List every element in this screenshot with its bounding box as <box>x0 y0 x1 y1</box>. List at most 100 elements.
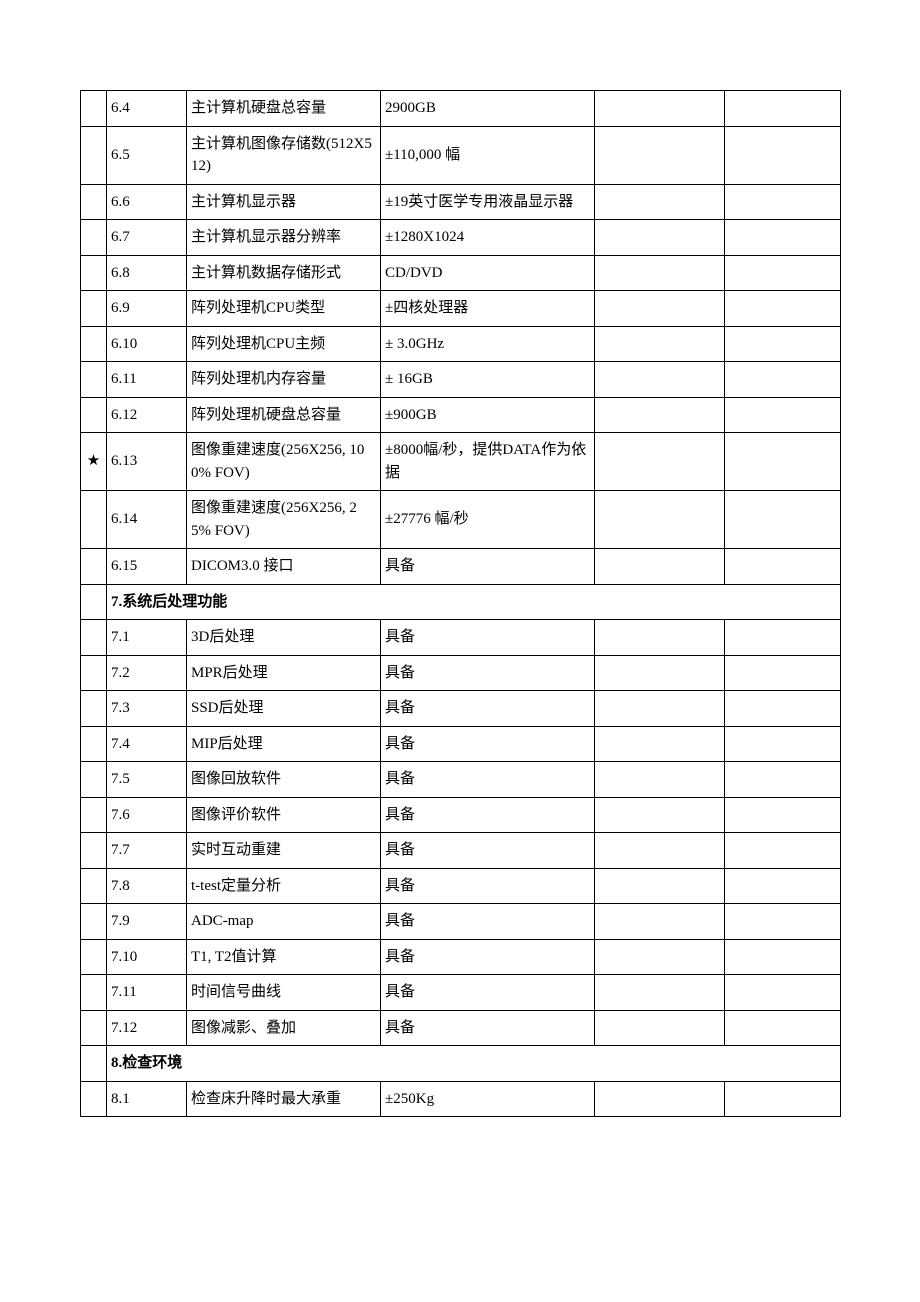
name-cell: 3D后处理 <box>187 620 381 656</box>
col5-cell <box>595 126 725 184</box>
num-cell: 8.1 <box>107 1081 187 1117</box>
star-cell <box>81 1010 107 1046</box>
table-row: 7.13D后处理具备 <box>81 620 841 656</box>
col6-cell <box>725 291 841 327</box>
col6-cell <box>725 549 841 585</box>
col6-cell <box>725 1081 841 1117</box>
col6-cell <box>725 797 841 833</box>
table-row: 7.11时间信号曲线具备 <box>81 975 841 1011</box>
col6-cell <box>725 91 841 127</box>
col5-cell <box>595 255 725 291</box>
num-cell: 6.9 <box>107 291 187 327</box>
table-row: 8.检查环境 <box>81 1046 841 1082</box>
name-cell: 阵列处理机CPU主频 <box>187 326 381 362</box>
star-cell <box>81 255 107 291</box>
name-cell: 图像评价软件 <box>187 797 381 833</box>
col6-cell <box>725 362 841 398</box>
num-cell: 7.3 <box>107 691 187 727</box>
col5-cell <box>595 939 725 975</box>
num-cell: 6.5 <box>107 126 187 184</box>
spec-cell: 2900GB <box>381 91 595 127</box>
name-cell: 阵列处理机内存容量 <box>187 362 381 398</box>
num-cell: 7.6 <box>107 797 187 833</box>
table-row: 6.5主计算机图像存储数(512X512)±110,000 幅 <box>81 126 841 184</box>
num-cell: 6.4 <box>107 91 187 127</box>
star-cell <box>81 868 107 904</box>
name-cell: T1, T2值计算 <box>187 939 381 975</box>
table-row: 7.10T1, T2值计算具备 <box>81 939 841 975</box>
name-cell: 时间信号曲线 <box>187 975 381 1011</box>
col5-cell <box>595 975 725 1011</box>
table-row: ★6.13图像重建速度(256X256, 100% FOV)±8000幅/秒，提… <box>81 433 841 491</box>
col6-cell <box>725 491 841 549</box>
name-cell: MIP后处理 <box>187 726 381 762</box>
num-cell: 7.4 <box>107 726 187 762</box>
star-cell <box>81 220 107 256</box>
star-cell <box>81 362 107 398</box>
spec-cell: 具备 <box>381 620 595 656</box>
table-row: 7.12图像减影、叠加具备 <box>81 1010 841 1046</box>
col6-cell <box>725 184 841 220</box>
col5-cell <box>595 797 725 833</box>
spec-cell: 具备 <box>381 726 595 762</box>
spec-cell: 具备 <box>381 691 595 727</box>
col6-cell <box>725 655 841 691</box>
name-cell: t-test定量分析 <box>187 868 381 904</box>
col5-cell <box>595 326 725 362</box>
col5-cell <box>595 362 725 398</box>
col6-cell <box>725 691 841 727</box>
name-cell: 检查床升降时最大承重 <box>187 1081 381 1117</box>
table-row: 6.9阵列处理机CPU类型±四核处理器 <box>81 291 841 327</box>
col5-cell <box>595 1081 725 1117</box>
col5-cell <box>595 491 725 549</box>
star-cell <box>81 762 107 798</box>
num-cell: 6.10 <box>107 326 187 362</box>
star-cell <box>81 975 107 1011</box>
num-cell: 7.11 <box>107 975 187 1011</box>
table-row: 7.6图像评价软件具备 <box>81 797 841 833</box>
star-cell <box>81 833 107 869</box>
table-row: 7.9ADC-map具备 <box>81 904 841 940</box>
name-cell: 主计算机显示器 <box>187 184 381 220</box>
num-cell: 7.5 <box>107 762 187 798</box>
table-row: 6.6主计算机显示器±19英寸医学专用液晶显示器 <box>81 184 841 220</box>
spec-cell: ± 16GB <box>381 362 595 398</box>
spec-cell: ± 3.0GHz <box>381 326 595 362</box>
table-row: 7.系统后处理功能 <box>81 584 841 620</box>
col5-cell <box>595 397 725 433</box>
num-cell: 7.9 <box>107 904 187 940</box>
num-cell: 6.6 <box>107 184 187 220</box>
star-cell <box>81 491 107 549</box>
star-cell <box>81 726 107 762</box>
name-cell: 阵列处理机CPU类型 <box>187 291 381 327</box>
num-cell: 6.7 <box>107 220 187 256</box>
name-cell: ADC-map <box>187 904 381 940</box>
col6-cell <box>725 868 841 904</box>
num-cell: 6.12 <box>107 397 187 433</box>
spec-cell: 具备 <box>381 868 595 904</box>
table-row: 6.7主计算机显示器分辨率±1280X1024 <box>81 220 841 256</box>
col6-cell <box>725 255 841 291</box>
num-cell: 6.15 <box>107 549 187 585</box>
col6-cell <box>725 220 841 256</box>
table-row: 7.5图像回放软件具备 <box>81 762 841 798</box>
num-cell: 7.10 <box>107 939 187 975</box>
col5-cell <box>595 1010 725 1046</box>
table-row: 6.15DICOM3.0 接口具备 <box>81 549 841 585</box>
spec-cell: ±四核处理器 <box>381 291 595 327</box>
star-cell <box>81 691 107 727</box>
col6-cell <box>725 939 841 975</box>
section-header: 7.系统后处理功能 <box>107 584 841 620</box>
col5-cell <box>595 549 725 585</box>
table-row: 7.4MIP后处理具备 <box>81 726 841 762</box>
col5-cell <box>595 691 725 727</box>
table-row: 6.10阵列处理机CPU主频± 3.0GHz <box>81 326 841 362</box>
num-cell: 6.13 <box>107 433 187 491</box>
star-cell <box>81 326 107 362</box>
table-row: 6.8主计算机数据存储形式CD/DVD <box>81 255 841 291</box>
name-cell: 主计算机硬盘总容量 <box>187 91 381 127</box>
section-header: 8.检查环境 <box>107 1046 841 1082</box>
table-row: 7.7实时互动重建具备 <box>81 833 841 869</box>
num-cell: 6.14 <box>107 491 187 549</box>
name-cell: 阵列处理机硬盘总容量 <box>187 397 381 433</box>
